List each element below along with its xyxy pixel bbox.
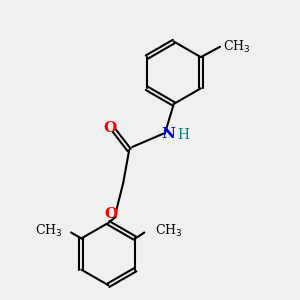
Text: O: O	[105, 207, 118, 221]
Text: CH$_3$: CH$_3$	[155, 223, 182, 239]
Text: O: O	[103, 121, 116, 135]
Text: N: N	[161, 127, 175, 141]
Text: H: H	[177, 128, 189, 142]
Text: CH$_3$: CH$_3$	[34, 223, 62, 239]
Text: CH$_3$: CH$_3$	[223, 39, 250, 55]
